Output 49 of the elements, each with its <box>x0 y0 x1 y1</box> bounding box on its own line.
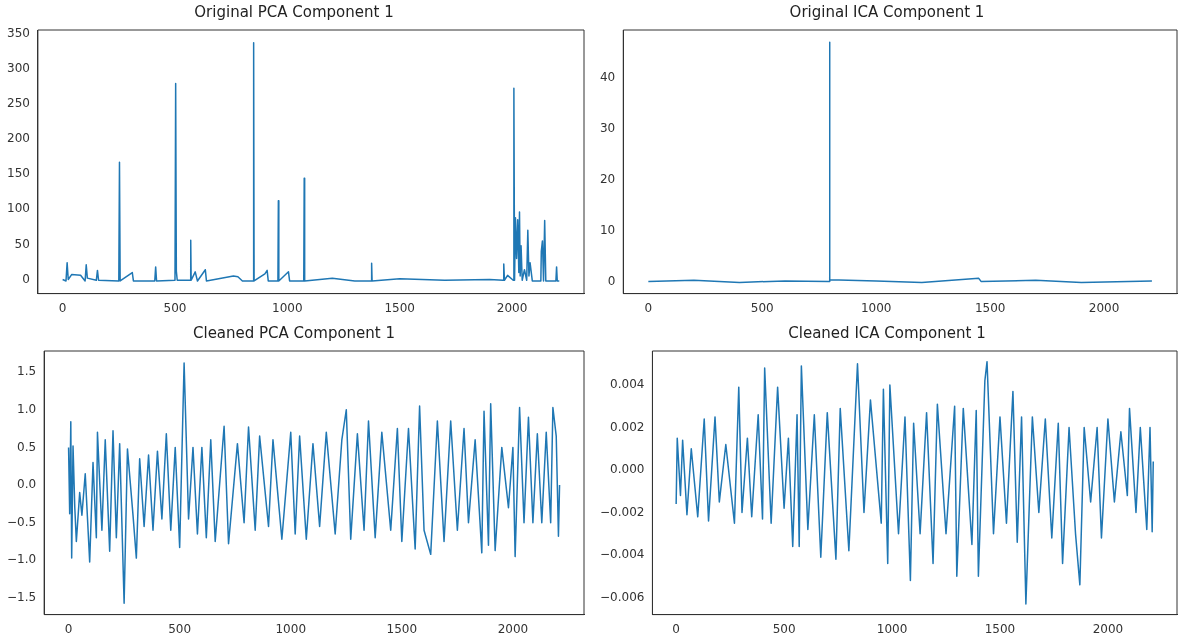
x-tick-label: 1000 <box>860 300 892 315</box>
x-tick-label: 1000 <box>275 621 307 636</box>
x-tick-label: 1500 <box>386 621 418 636</box>
y-tick-label: 300 <box>7 60 30 75</box>
x-tick-label: 0 <box>58 300 67 315</box>
x-tick-label: 2000 <box>1088 300 1120 315</box>
x-tick-label: 500 <box>163 300 187 315</box>
chart-title: Cleaned PCA Component 1 <box>192 323 396 342</box>
x-tick-label: 0 <box>64 621 73 636</box>
y-tick-label: 0 <box>607 273 616 288</box>
x-tick-label: 2000 <box>497 621 529 636</box>
chart-title: Original ICA Component 1 <box>789 2 985 21</box>
y-tick-label: 10 <box>599 222 616 237</box>
y-tick-label: 100 <box>7 201 30 216</box>
y-tick-label: 0 <box>22 271 30 286</box>
x-tick-label: 0 <box>672 621 680 636</box>
x-tick-label: 2000 <box>496 300 528 315</box>
x-tick-label: 1000 <box>272 300 303 315</box>
y-tick-label: 30 <box>599 120 616 135</box>
y-tick-label: 0.004 <box>610 377 645 392</box>
y-tick-label: −0.004 <box>599 547 645 562</box>
y-tick-label: 0.0 <box>17 477 37 492</box>
y-tick-label: −1.5 <box>7 590 37 605</box>
y-tick-label: 200 <box>7 131 30 146</box>
y-tick-label: 0.000 <box>610 462 645 477</box>
x-tick-label: 2000 <box>1092 621 1124 636</box>
y-tick-label: 150 <box>7 166 30 181</box>
x-tick-label: 1500 <box>974 300 1006 315</box>
x-tick-label: 500 <box>168 621 192 636</box>
x-tick-label: 1500 <box>984 621 1016 636</box>
y-tick-label: 250 <box>7 95 30 110</box>
chart-title: Cleaned ICA Component 1 <box>788 323 986 342</box>
chart-title: Original PCA Component 1 <box>194 2 394 21</box>
y-tick-label: 0.002 <box>610 419 645 434</box>
x-tick-label: 500 <box>772 621 796 636</box>
x-tick-label: 1500 <box>384 300 415 315</box>
y-tick-label: 350 <box>7 25 30 40</box>
y-tick-label: −0.002 <box>599 504 645 519</box>
y-tick-label: −0.006 <box>599 589 645 604</box>
y-tick-label: 40 <box>599 69 616 84</box>
y-tick-label: 1.0 <box>17 401 37 416</box>
y-tick-label: 50 <box>14 236 30 251</box>
y-tick-label: 20 <box>599 171 616 186</box>
y-tick-label: 1.5 <box>17 364 37 379</box>
x-tick-label: 500 <box>750 300 774 315</box>
x-tick-label: 1000 <box>876 621 908 636</box>
y-tick-label: −1.0 <box>7 552 37 567</box>
y-tick-label: −0.5 <box>7 514 37 529</box>
y-tick-label: 0.5 <box>17 439 37 454</box>
